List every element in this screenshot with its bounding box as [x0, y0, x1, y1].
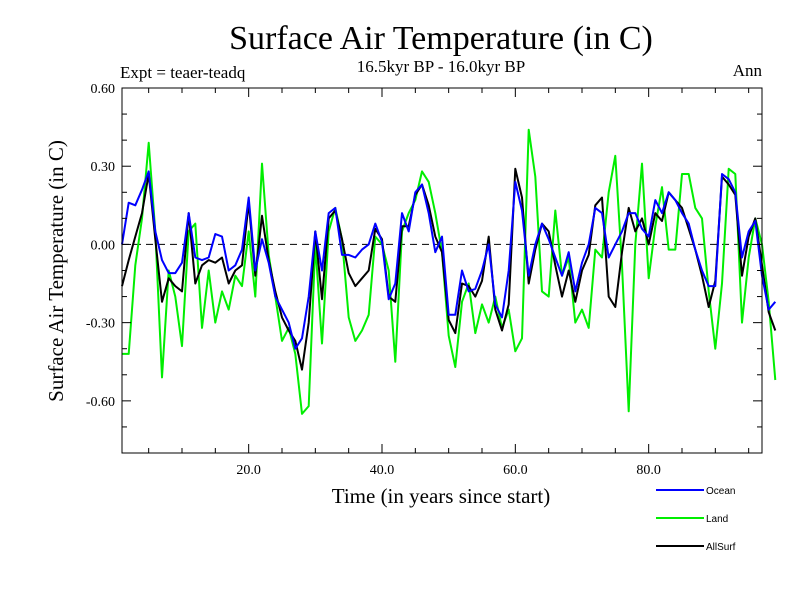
x-axis-label: Time (in years since start) [332, 484, 551, 508]
y-tick-label: 0.00 [91, 238, 116, 253]
series-line-land [122, 128, 777, 415]
x-tick-label: 40.0 [370, 463, 395, 478]
x-tick-label: 60.0 [503, 463, 528, 478]
y-tick-label: -0.60 [86, 395, 115, 410]
plot-area [121, 128, 777, 415]
y-axis-label: Surface Air Temperature (in C) [44, 140, 68, 402]
chart-subtitle: 16.5kyr BP - 16.0kyr BP [357, 57, 525, 76]
axes: -0.60 -0.30 0.00 0.30 0.60 20.0 40.0 60.0 80.0 [86, 82, 763, 478]
legend: Ocean Land AllSurf [656, 486, 736, 553]
series-line-ocean [121, 170, 777, 350]
plot-frame [121, 87, 763, 454]
x-tick-label: 20.0 [236, 463, 261, 478]
y-tick-label: 0.30 [91, 160, 116, 175]
experiment-label: Expt = teaer-teadq [120, 63, 246, 82]
season-label: Ann [733, 61, 763, 80]
x-tick-label: 80.0 [636, 463, 661, 478]
y-tick-label: 0.60 [91, 82, 116, 97]
legend-label-allsurf: AllSurf [706, 542, 736, 553]
y-tick-label: -0.30 [86, 317, 115, 332]
chart-title: Surface Air Temperature (in C) [229, 20, 653, 57]
legend-label-ocean: Ocean [706, 486, 735, 497]
legend-label-land: Land [706, 514, 728, 525]
